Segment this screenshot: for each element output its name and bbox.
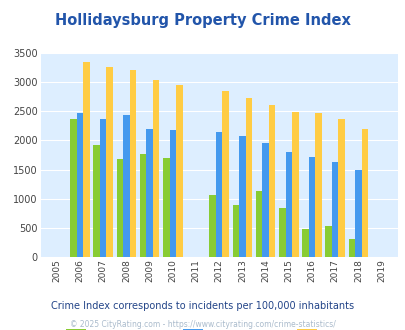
Bar <box>77 113 83 257</box>
Bar <box>291 112 298 257</box>
Bar <box>331 161 338 257</box>
Bar <box>129 70 136 257</box>
Bar <box>262 144 268 257</box>
Bar <box>222 91 228 257</box>
Bar <box>315 113 321 257</box>
Bar <box>302 229 308 257</box>
Bar <box>176 85 182 257</box>
Bar <box>153 80 159 257</box>
Bar <box>163 158 169 257</box>
Bar <box>140 154 146 257</box>
Bar <box>354 170 361 257</box>
Bar <box>361 129 367 257</box>
Bar <box>338 119 344 257</box>
Bar <box>146 129 153 257</box>
Bar <box>348 239 354 257</box>
Bar <box>215 132 222 257</box>
Text: Crime Index corresponds to incidents per 100,000 inhabitants: Crime Index corresponds to incidents per… <box>51 301 354 311</box>
Bar <box>106 67 113 257</box>
Bar <box>278 208 285 257</box>
Text: © 2025 CityRating.com - https://www.cityrating.com/crime-statistics/: © 2025 CityRating.com - https://www.city… <box>70 319 335 329</box>
Bar <box>209 195 215 257</box>
Bar <box>116 159 123 257</box>
Bar <box>325 226 331 257</box>
Bar <box>232 205 239 257</box>
Bar <box>83 62 90 257</box>
Bar <box>285 152 291 257</box>
Bar <box>308 157 315 257</box>
Bar <box>93 145 100 257</box>
Bar <box>100 119 106 257</box>
Bar <box>123 115 129 257</box>
Bar <box>169 130 176 257</box>
Bar <box>268 105 275 257</box>
Text: Hollidaysburg Property Crime Index: Hollidaysburg Property Crime Index <box>55 13 350 28</box>
Legend: Hollidaysburg, Pennsylvania, National: Hollidaysburg, Pennsylvania, National <box>62 324 375 330</box>
Bar <box>239 136 245 257</box>
Bar <box>255 191 262 257</box>
Bar <box>245 98 252 257</box>
Bar <box>70 119 77 257</box>
